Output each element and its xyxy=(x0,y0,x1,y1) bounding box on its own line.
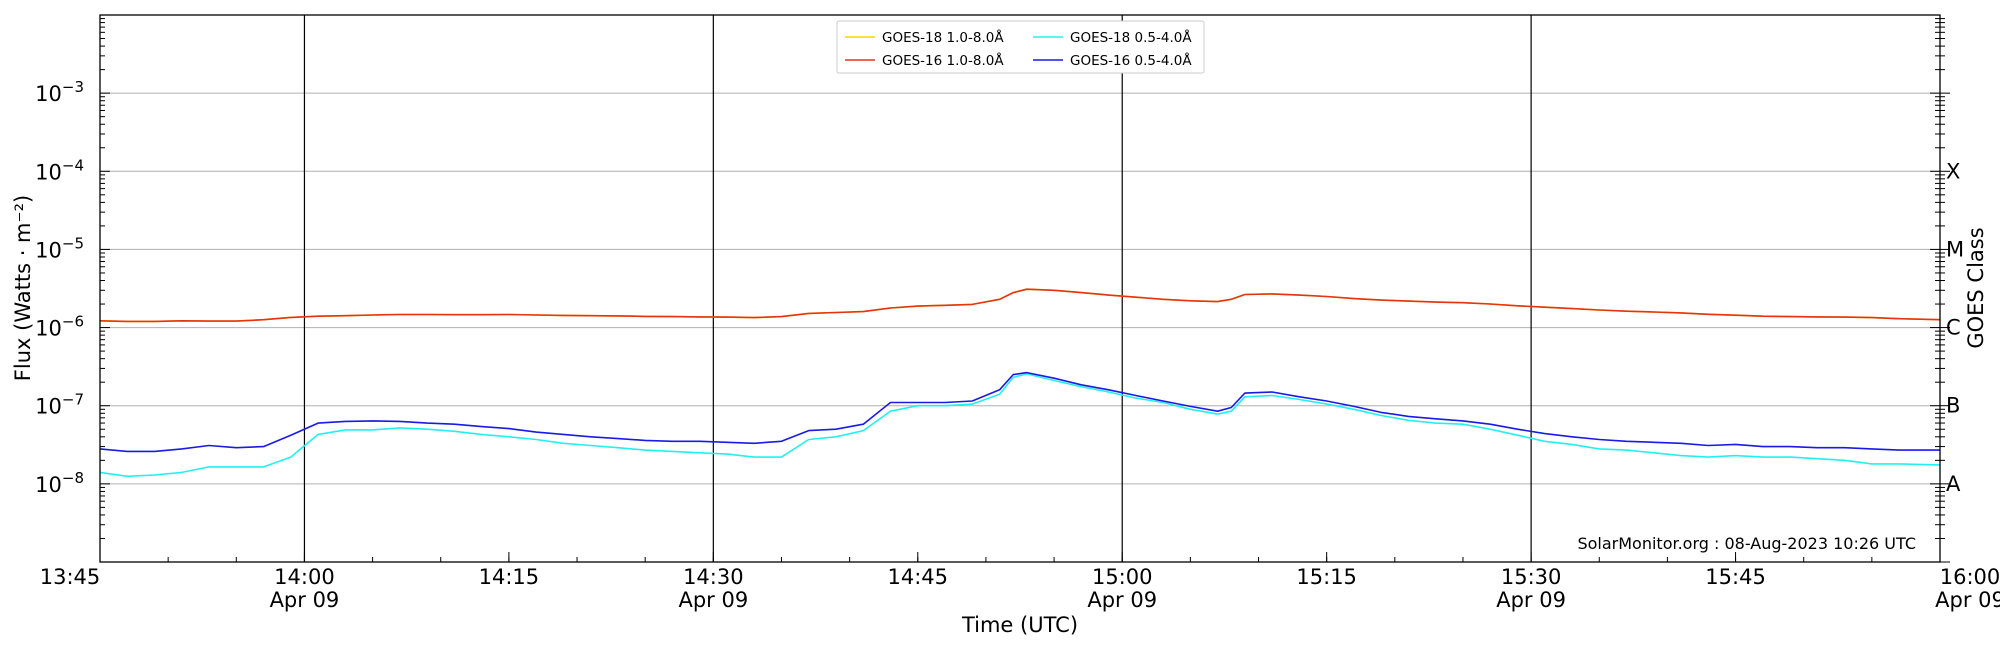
legend-label-3: GOES-16 0.5-4.0Å xyxy=(1070,52,1192,69)
y-tick-label: 10−8 xyxy=(35,469,84,497)
legend: GOES-18 1.0-8.0Å GOES-18 0.5-4.0Å GOES-16 … xyxy=(836,20,1205,74)
vertical-time-markers xyxy=(303,15,1532,562)
series-line-2 xyxy=(99,373,1941,478)
y2-axis-title: GOES Class xyxy=(1964,227,1988,348)
series-line-1 xyxy=(99,288,1941,323)
tick-layer xyxy=(99,18,1950,563)
x-tick-label-time: 14:30 xyxy=(683,565,744,589)
goes-class-label-M: M xyxy=(1946,237,1964,261)
goes-class-label-A: A xyxy=(1946,472,1961,496)
x-tick-label-date: Apr 09 xyxy=(678,588,748,612)
y-tick-label: 10−5 xyxy=(35,234,84,262)
goes-class-label-B: B xyxy=(1946,394,1960,418)
y-tick-label: 10−3 xyxy=(35,78,84,106)
legend-box xyxy=(836,20,1205,74)
grid-layer xyxy=(100,92,1940,485)
plot-frame xyxy=(99,14,1941,563)
source-annotation: SolarMonitor.org : 08-Aug-2023 10:26 UTC xyxy=(1577,534,1916,553)
x-tick-label-time: 16:00 xyxy=(1940,565,2000,589)
legend-label-1: GOES-16 1.0-8.0Å xyxy=(882,52,1004,69)
x-tick-label-date: Apr 09 xyxy=(1496,588,1566,612)
series-line-3 xyxy=(99,371,1940,453)
x-tick-label-time: 14:00 xyxy=(274,565,335,589)
y-tick-label: 10−7 xyxy=(35,391,84,419)
x-tick-label-time: 14:45 xyxy=(888,565,949,589)
x-tick-label-date: Apr 09 xyxy=(1935,588,2000,612)
x-tick-label-time: 15:30 xyxy=(1501,565,1562,589)
y-tick-label: 10−6 xyxy=(35,313,84,341)
series-layer xyxy=(99,288,1941,478)
x-tick-label-date: Apr 09 xyxy=(1087,588,1157,612)
x-tick-label-time: 15:00 xyxy=(1092,565,1153,589)
x-tick-label-time: 15:45 xyxy=(1705,565,1766,589)
goes-class-label-X: X xyxy=(1946,159,1960,183)
x-tick-label-time: 14:15 xyxy=(479,565,540,589)
goes-class-label-C: C xyxy=(1946,316,1961,340)
legend-label-0: GOES-18 1.0-8.0Å xyxy=(882,29,1004,46)
legend-label-2: GOES-18 0.5-4.0Å xyxy=(1070,29,1192,46)
x-tick-label-time: 13:45 xyxy=(40,565,101,589)
x-tick-label-date: Apr 09 xyxy=(270,588,340,612)
x-axis-title: Time (UTC) xyxy=(961,613,1078,637)
y-tick-label: 10−4 xyxy=(35,156,84,184)
y-axis-title: Flux (Watts · m⁻²) xyxy=(11,195,35,381)
x-tick-label-time: 15:15 xyxy=(1296,565,1357,589)
